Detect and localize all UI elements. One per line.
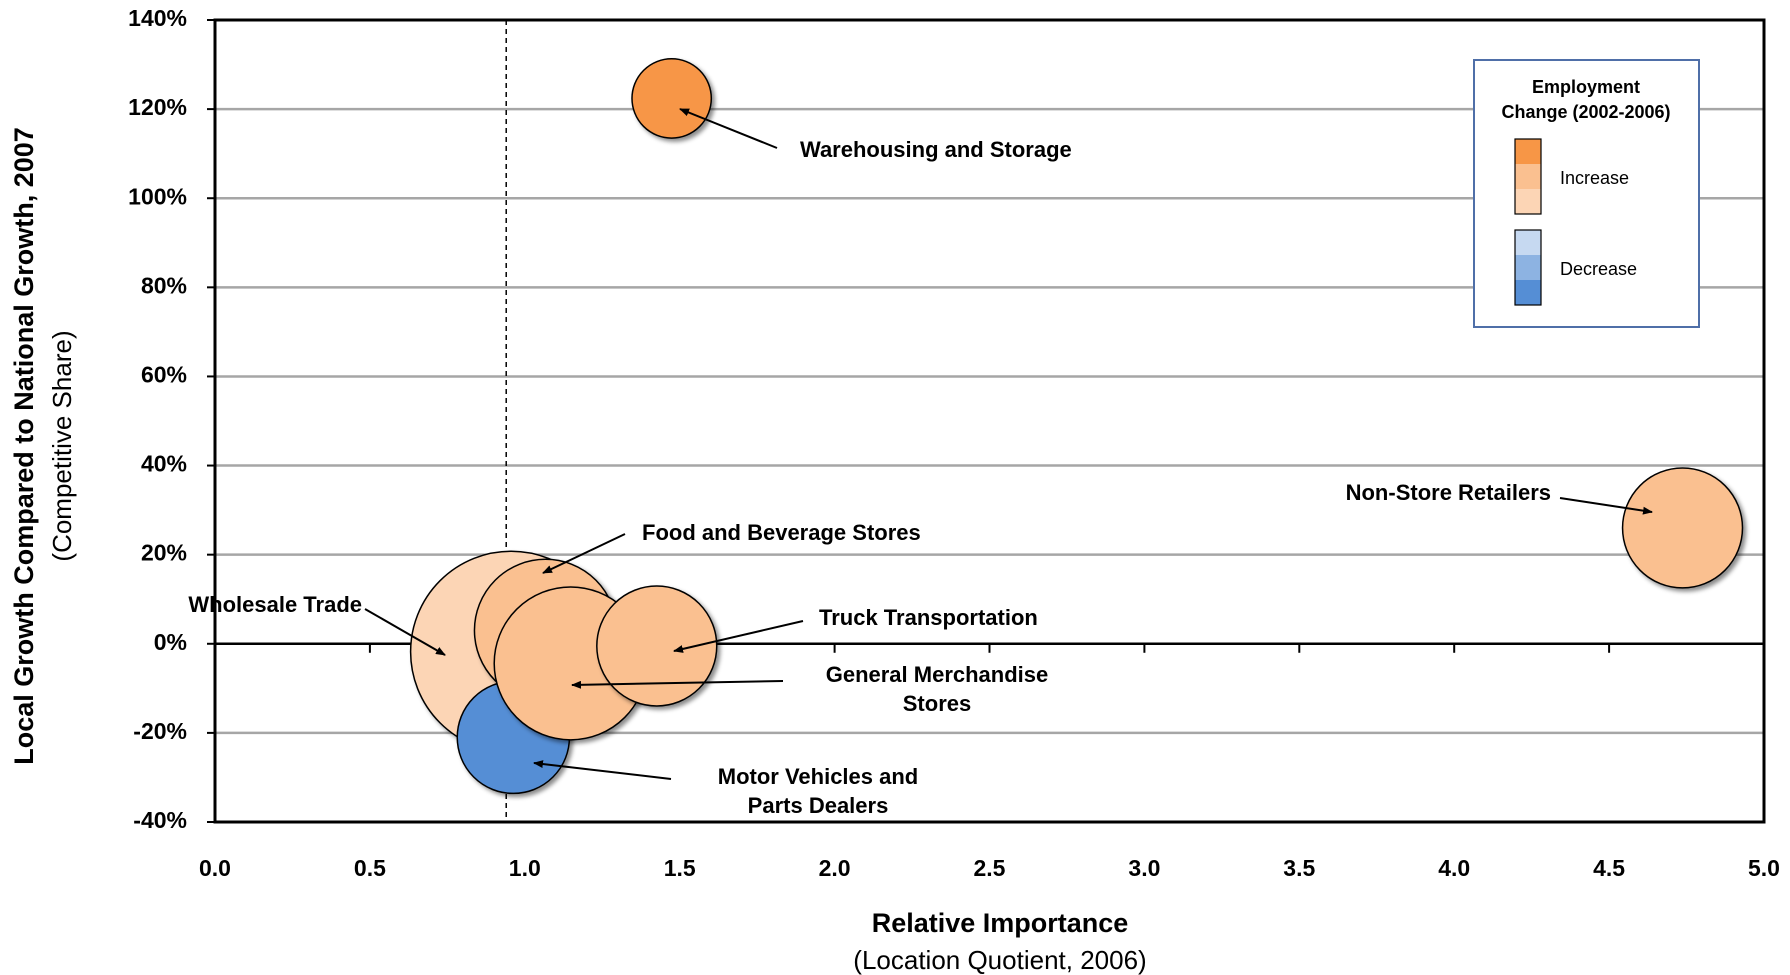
legend-box [1473, 59, 1700, 328]
legend-title: Employment [1532, 77, 1640, 97]
legend-swatch [1515, 139, 1541, 164]
x-tick-label: 1.5 [664, 855, 696, 881]
x-tick-label: 3.0 [1128, 855, 1160, 881]
y-tick-label: 0% [154, 629, 187, 655]
y-tick-label: -20% [133, 718, 187, 744]
legend-swatch-border [1514, 138, 1542, 215]
annotation-label: General Merchandise [826, 662, 1049, 687]
annotation-arrow [571, 680, 784, 689]
legend-swatch [1515, 230, 1541, 255]
x-tick-label: 4.0 [1438, 855, 1470, 881]
legend-swatch [1515, 255, 1541, 280]
legend-swatch-border [1514, 229, 1542, 306]
annotation-label: Wholesale Trade [188, 592, 362, 617]
annotation-label: Food and Beverage Stores [642, 520, 921, 545]
y-axis-subtitle: (Competitive Share) [47, 330, 77, 561]
plot-frame [213, 18, 1766, 824]
bubble [1621, 467, 1744, 589]
annotation-label: Truck Transportation [819, 605, 1038, 630]
y-tick-label: -40% [133, 807, 187, 833]
y-axis-title: Local Growth Compared to National Growth… [9, 127, 39, 765]
legend-label: Increase [1560, 168, 1629, 188]
x-tick-label: 0.0 [199, 855, 231, 881]
y-tick-label: 140% [128, 5, 187, 31]
annotation-label: Stores [903, 691, 971, 716]
x-axis-subtitle: (Location Quotient, 2006) [853, 945, 1146, 975]
legend-swatch [1515, 280, 1541, 305]
legend-swatch [1515, 164, 1541, 189]
annotation-label: Non-Store Retailers [1346, 480, 1551, 505]
annotation-arrow [542, 533, 626, 574]
x-tick-label: 3.5 [1283, 855, 1315, 881]
x-tick-label: 5.0 [1748, 855, 1780, 881]
x-tick-label: 1.0 [509, 855, 541, 881]
annotation-arrow [364, 608, 446, 656]
legend-label: Decrease [1560, 259, 1637, 279]
y-tick-label: 20% [141, 540, 187, 566]
legend-title: Change (2002-2006) [1501, 102, 1670, 122]
x-axis-title: Relative Importance [872, 908, 1129, 938]
legend-swatch [1515, 189, 1541, 214]
annotation-arrow [1559, 497, 1653, 515]
annotation-arrow [679, 108, 778, 149]
y-tick-label: 80% [141, 272, 187, 298]
bubble [631, 58, 713, 139]
x-tick-label: 4.5 [1593, 855, 1625, 881]
y-tick-label: 120% [128, 94, 187, 120]
bubble [596, 585, 718, 707]
x-tick-label: 2.5 [974, 855, 1006, 881]
annotation-label: Motor Vehicles and [718, 764, 919, 789]
x-tick-label: 2.0 [819, 855, 851, 881]
y-tick-label: 40% [141, 451, 187, 477]
x-tick-label: 0.5 [354, 855, 386, 881]
annotation-label: Warehousing and Storage [800, 137, 1072, 162]
annotation-arrow [673, 620, 804, 653]
y-tick-label: 60% [141, 362, 187, 388]
annotation-arrow [533, 760, 672, 780]
y-tick-label: 100% [128, 183, 187, 209]
annotation-label: Parts Dealers [748, 793, 889, 818]
